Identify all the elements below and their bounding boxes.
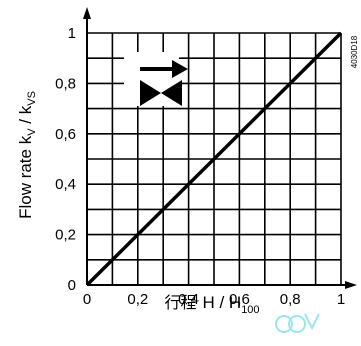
watermark-logo [275,313,320,333]
y-axis-arrow [83,7,91,19]
grid [87,32,342,285]
y-axis-label: Flow rate kV / kVS [16,91,38,219]
x-axis-label: 行程 H / H100 [164,293,259,316]
x-axis-arrow [345,281,357,289]
series-line [85,31,343,287]
figure-code: 4030D18 [350,35,359,68]
x-tick-label: 0,6 [229,291,250,308]
series-layer [85,31,343,287]
valve-symbol [124,52,188,106]
valve-left-triangle [140,80,161,106]
x-tick-label: 0,2 [127,291,148,308]
valve-right-triangle [161,80,182,106]
y-tick-label: 0 [68,277,76,294]
x-tick-label: 0 [83,291,91,308]
axes [83,7,357,289]
y-tick-label: 0,6 [55,126,76,143]
y-tick-label: 0,4 [55,176,76,193]
tick-labels: 0 0,2 0,4 0,6 0,8 1 0 0,2 0,4 0,6 0,8 1 [55,25,345,308]
y-tick-label: 1 [68,25,76,42]
x-tick-label: 0,4 [178,291,199,308]
y-tick-label: 0,2 [55,227,76,244]
x-tick-label: 1 [337,291,345,308]
y-tick-label: 0,8 [55,75,76,92]
flow-direction-arrow-head [172,60,188,78]
x-tick-label: 0,8 [280,291,301,308]
